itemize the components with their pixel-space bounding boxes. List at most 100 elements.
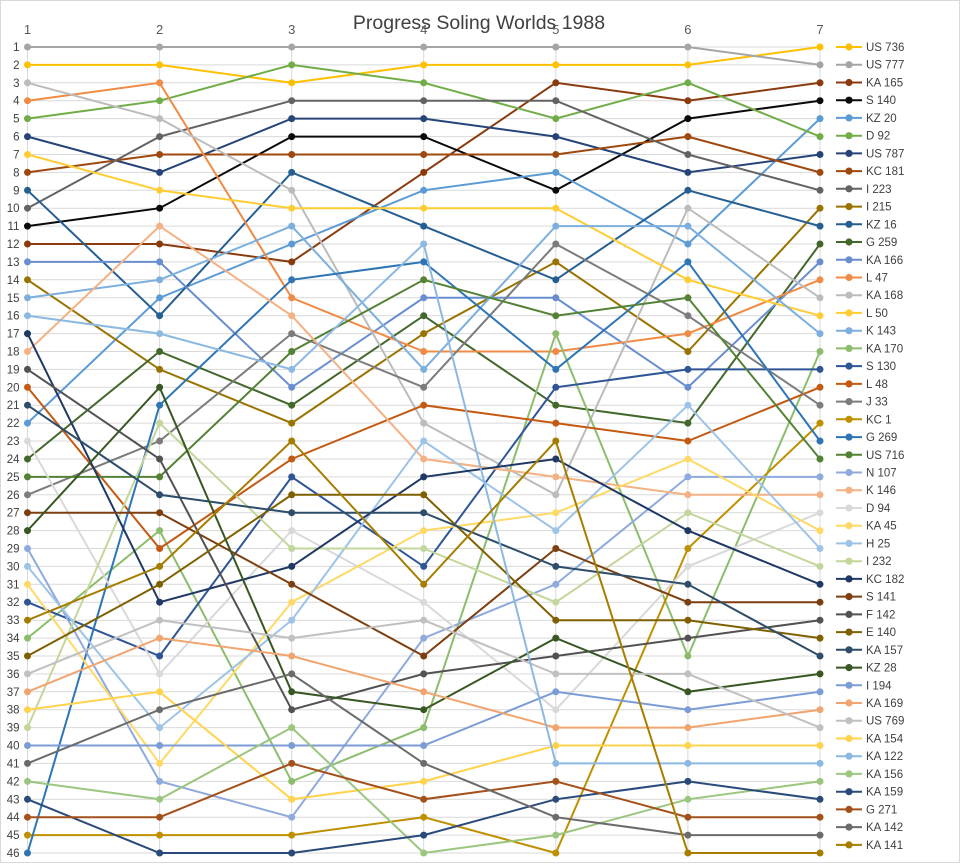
svg-text:45: 45: [7, 830, 20, 842]
svg-text:KA 141: KA 141: [866, 840, 903, 852]
svg-text:KA 157: KA 157: [866, 645, 903, 657]
svg-text:D 94: D 94: [866, 503, 891, 515]
svg-text:28: 28: [7, 526, 20, 538]
svg-text:1: 1: [24, 22, 31, 37]
svg-text:14: 14: [7, 275, 20, 287]
svg-text:KA 166: KA 166: [866, 255, 903, 267]
svg-text:E 140: E 140: [866, 627, 896, 639]
svg-text:25: 25: [7, 472, 20, 484]
svg-text:27: 27: [7, 508, 20, 520]
svg-text:K 143: K 143: [866, 326, 896, 338]
svg-text:16: 16: [7, 311, 20, 323]
svg-text:L 50: L 50: [866, 308, 888, 320]
svg-text:31: 31: [7, 579, 20, 591]
svg-text:S 140: S 140: [866, 95, 896, 107]
svg-text:2: 2: [156, 22, 163, 37]
svg-text:KC 1: KC 1: [866, 414, 892, 426]
svg-text:7: 7: [13, 150, 19, 162]
svg-text:KA 159: KA 159: [866, 787, 903, 799]
svg-text:J 33: J 33: [866, 397, 888, 409]
svg-text:21: 21: [7, 400, 20, 412]
svg-text:15: 15: [7, 293, 20, 305]
svg-text:N 107: N 107: [866, 468, 897, 480]
svg-text:6: 6: [13, 132, 19, 144]
svg-text:KZ 20: KZ 20: [866, 113, 897, 125]
svg-text:17: 17: [7, 329, 20, 341]
svg-text:13: 13: [7, 257, 20, 269]
svg-text:11: 11: [8, 221, 20, 233]
svg-text:I 232: I 232: [866, 556, 892, 568]
svg-text:3: 3: [13, 78, 19, 90]
svg-text:38: 38: [7, 705, 20, 717]
svg-text:D 92: D 92: [866, 131, 890, 143]
svg-text:G 259: G 259: [866, 237, 897, 249]
svg-text:US 736: US 736: [866, 42, 904, 54]
svg-text:40: 40: [7, 741, 20, 753]
svg-text:22: 22: [7, 418, 20, 430]
svg-text:8: 8: [13, 167, 19, 179]
svg-text:23: 23: [7, 436, 20, 448]
svg-text:4: 4: [420, 22, 427, 37]
svg-text:29: 29: [7, 544, 20, 556]
svg-text:US 777: US 777: [866, 60, 904, 72]
svg-text:L 48: L 48: [866, 379, 888, 391]
svg-text:24: 24: [7, 454, 20, 466]
svg-text:43: 43: [7, 794, 20, 806]
svg-text:33: 33: [7, 615, 20, 627]
svg-text:G 271: G 271: [866, 804, 897, 816]
svg-text:10: 10: [7, 203, 20, 215]
svg-text:6: 6: [684, 22, 691, 37]
svg-text:H 25: H 25: [866, 538, 890, 550]
svg-text:KA 122: KA 122: [866, 751, 903, 763]
svg-text:41: 41: [7, 758, 20, 770]
svg-text:19: 19: [7, 364, 20, 376]
svg-text:34: 34: [7, 633, 20, 645]
svg-text:US 769: US 769: [866, 716, 904, 728]
svg-text:1: 1: [13, 42, 19, 54]
svg-text:L 47: L 47: [866, 273, 888, 285]
svg-text:9: 9: [13, 185, 19, 197]
svg-text:26: 26: [7, 490, 20, 502]
svg-text:US 787: US 787: [866, 148, 904, 160]
svg-text:39: 39: [7, 723, 20, 735]
svg-text:S 141: S 141: [866, 592, 896, 604]
svg-text:KC 182: KC 182: [866, 574, 904, 586]
svg-text:F 142: F 142: [866, 609, 895, 621]
svg-text:S 130: S 130: [866, 361, 896, 373]
svg-text:30: 30: [7, 561, 20, 573]
svg-text:12: 12: [7, 239, 20, 251]
svg-text:32: 32: [7, 597, 20, 609]
svg-text:35: 35: [7, 651, 20, 663]
svg-text:2: 2: [13, 60, 19, 72]
svg-text:KA 154: KA 154: [866, 734, 904, 746]
svg-text:4: 4: [13, 96, 20, 108]
svg-text:20: 20: [7, 382, 20, 394]
svg-text:K 146: K 146: [866, 485, 896, 497]
svg-text:KA 156: KA 156: [866, 769, 903, 781]
svg-text:I 194: I 194: [866, 680, 892, 692]
svg-text:G 269: G 269: [866, 432, 897, 444]
svg-text:5: 5: [13, 114, 19, 126]
svg-text:37: 37: [7, 687, 20, 699]
svg-text:44: 44: [7, 812, 20, 824]
svg-text:KC 181: KC 181: [866, 166, 904, 178]
svg-text:KZ 16: KZ 16: [866, 219, 897, 231]
svg-text:42: 42: [7, 776, 20, 788]
svg-text:Progress Soling Worlds 1988: Progress Soling Worlds 1988: [353, 12, 605, 34]
svg-text:18: 18: [7, 347, 20, 359]
svg-text:KA 45: KA 45: [866, 521, 897, 533]
svg-text:36: 36: [7, 669, 20, 681]
svg-text:US 716: US 716: [866, 450, 904, 462]
svg-text:KA 165: KA 165: [866, 78, 903, 90]
svg-text:5: 5: [552, 22, 559, 37]
svg-text:KA 170: KA 170: [866, 343, 903, 355]
svg-text:46: 46: [7, 848, 20, 860]
svg-text:I 215: I 215: [866, 202, 892, 214]
svg-text:KA 142: KA 142: [866, 822, 903, 834]
svg-text:KZ 28: KZ 28: [866, 663, 897, 675]
svg-text:3: 3: [288, 22, 295, 37]
svg-text:7: 7: [816, 22, 823, 37]
svg-text:I 223: I 223: [866, 184, 892, 196]
svg-text:KA 168: KA 168: [866, 290, 903, 302]
svg-text:KA 169: KA 169: [866, 698, 903, 710]
